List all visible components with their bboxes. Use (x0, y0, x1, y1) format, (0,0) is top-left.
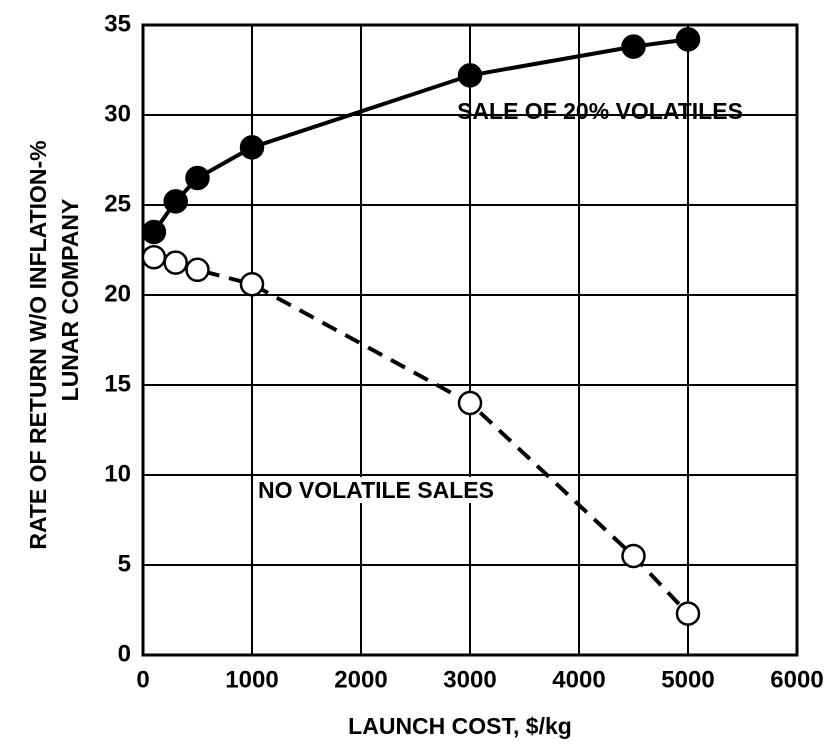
data-point (163, 189, 188, 214)
data-point (675, 601, 701, 626)
data-point (185, 257, 210, 283)
data-point (239, 271, 265, 297)
x-tick-label: 0 (136, 666, 149, 693)
series-line (153, 255, 690, 615)
annotation: SALE OF 20% VOLATILES (457, 98, 743, 124)
x-axis-label: LAUNCH COST, $/kg (348, 713, 572, 739)
y-tick-label: 5 (118, 550, 131, 577)
y-tick-label: 10 (104, 460, 131, 487)
data-point (675, 27, 701, 52)
data-point (239, 135, 265, 160)
y-tick-label: 30 (104, 100, 131, 127)
x-tick-label: 1000 (225, 666, 278, 693)
data-point (185, 165, 210, 191)
y-tick-label: 20 (104, 280, 131, 307)
data-point (141, 219, 167, 245)
data-point (457, 63, 483, 88)
data-point (457, 390, 483, 416)
plot-frame (141, 23, 799, 657)
y-tick-label: 15 (104, 370, 131, 397)
y-tick-label: 35 (104, 10, 131, 37)
annotation: NO VOLATILE SALES (258, 477, 494, 503)
y-axis-label: LUNAR COMPANY (57, 199, 83, 402)
y-axis-label: RATE OF RETURN W/O INFLATION-% (25, 140, 51, 549)
x-tick-label: 6000 (770, 666, 823, 693)
annotation-bg (256, 477, 496, 504)
data-point (141, 244, 167, 270)
y-tick-label: 25 (104, 190, 131, 217)
data-point (621, 543, 646, 569)
series-line (152, 37, 689, 234)
x-tick-label: 4000 (552, 666, 605, 693)
y-tick-label: 0 (118, 640, 131, 667)
x-tick-label: 5000 (661, 666, 714, 693)
x-tick-label: 3000 (443, 666, 496, 693)
x-tick-label: 2000 (334, 666, 387, 693)
data-point (163, 250, 188, 275)
data-point (621, 34, 646, 59)
